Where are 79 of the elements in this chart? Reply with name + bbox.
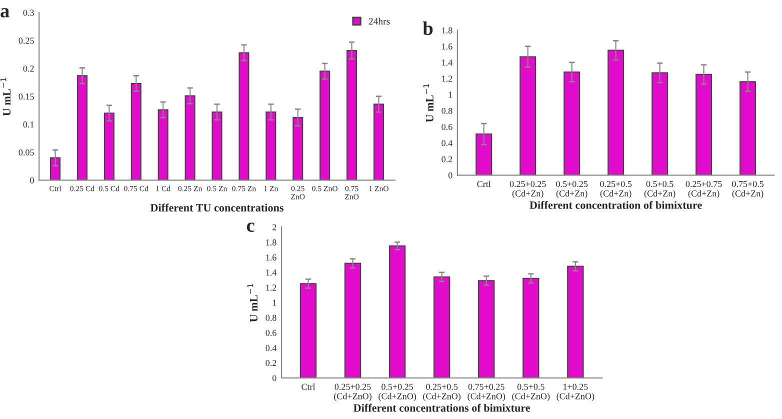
bar <box>388 245 406 378</box>
bar <box>740 81 756 176</box>
bar <box>608 50 624 176</box>
bar <box>212 111 222 180</box>
y-tick-label: 1.6 <box>442 43 452 50</box>
chart-title: c <box>246 222 254 232</box>
bar <box>76 75 88 180</box>
x-axis-title: Different TU concentrations <box>150 204 284 212</box>
y-tick-label: 1.8 <box>266 239 276 246</box>
y-tick-label: 0.05 <box>18 149 34 156</box>
bar <box>520 56 536 176</box>
x-axis-title: Different concentrations of bimixture <box>354 404 530 412</box>
y-tick-label: 0.2 <box>266 360 276 366</box>
y-tick-label: 0.4 <box>442 140 452 146</box>
bar <box>373 104 384 180</box>
chart-title: b <box>422 21 433 36</box>
x-tick-label: Crtl <box>477 180 491 188</box>
x-tick-label: 0.5+0.25 (Cd+ZnO) <box>378 384 416 402</box>
y-tick-label: 1 <box>448 92 452 98</box>
y-axis-title: U mL$^{−1}$ <box>423 84 434 122</box>
y-tick-label: 0.2 <box>23 66 34 72</box>
bar <box>346 50 358 180</box>
x-tick-label: 0.25+0.75 (Cd+Zn) <box>686 180 722 198</box>
y-tick-label: 0.15 <box>18 94 34 100</box>
legend-label: 24hrs <box>368 18 390 25</box>
y-tick-label: 0.4 <box>266 344 277 352</box>
bar <box>344 262 362 378</box>
y-tick-label: 1.2 <box>442 76 452 82</box>
bar <box>158 109 168 180</box>
y-tick-label: 0 <box>448 172 452 178</box>
bar <box>478 280 495 378</box>
y-tick-label: 0.8 <box>266 314 276 321</box>
bar <box>130 82 142 180</box>
y-tick-label: 0.6 <box>442 124 452 130</box>
bar <box>652 72 668 176</box>
bar <box>567 266 584 378</box>
y-tick-label: 0.3 <box>23 10 34 16</box>
y-tick-label: 0.8 <box>442 108 452 114</box>
bar <box>564 71 580 176</box>
y-tick-label: 0 <box>30 177 34 184</box>
x-tick-label: 1+0.25 (Cd+ZnO) <box>556 384 594 402</box>
bar <box>300 283 317 378</box>
bar <box>266 111 276 180</box>
x-tick-label: 0.5+0.5 (Cd+Zn) <box>644 180 676 198</box>
chart-title: a <box>0 8 10 18</box>
y-axis-title: U mL$^{−1}$ <box>0 78 11 116</box>
bar <box>433 276 450 378</box>
x-tick-label: 0.5+0.5 (Cd+ZnO) <box>512 384 550 402</box>
x-tick-label: 0.25+0.5 (Cd+Zn) <box>600 180 632 198</box>
y-tick-label: 1 <box>272 300 276 306</box>
x-tick-label: 0.25+0.25 (Cd+Zn) <box>510 180 546 198</box>
bar <box>476 134 492 176</box>
y-tick-label: 1.4 <box>266 270 277 276</box>
y-axis-title: U mL$^{−1}$ <box>247 284 258 322</box>
y-tick-label: 1.8 <box>442 27 452 34</box>
y-tick-label: 1.4 <box>442 60 452 66</box>
x-tick-label: 0.75+0.25 (Cd+ZnO) <box>468 384 506 402</box>
x-tick-label: 0.75+0.5 (Cd+Zn) <box>732 180 764 198</box>
y-tick-label: 0.2 <box>442 156 452 162</box>
bar <box>184 95 196 180</box>
y-tick-label: 2 <box>272 224 276 230</box>
bar <box>238 52 250 180</box>
x-tick-label: 0.25+0.25 (Cd+ZnO) <box>334 384 372 402</box>
bar <box>104 112 114 180</box>
bar <box>522 278 540 378</box>
x-tick-label: 0.25+0.5 (Cd+ZnO) <box>423 384 461 402</box>
y-tick-label: 1.2 <box>266 284 276 291</box>
bar <box>320 70 330 180</box>
bar <box>292 117 304 180</box>
y-tick-label: 0.1 <box>23 121 34 128</box>
y-tick-label: 0.25 <box>18 38 34 44</box>
bar <box>696 74 712 176</box>
bar <box>50 157 61 180</box>
x-tick-label: Ctrl <box>302 383 316 390</box>
y-tick-label: 1.6 <box>266 254 276 261</box>
x-axis-title: Different concentration of bimixture <box>530 200 702 209</box>
y-tick-label: 0 <box>272 375 276 382</box>
x-tick-label: 0.5+0.25 (Cd+Zn) <box>556 180 588 198</box>
y-tick-label: 0.6 <box>266 330 276 336</box>
